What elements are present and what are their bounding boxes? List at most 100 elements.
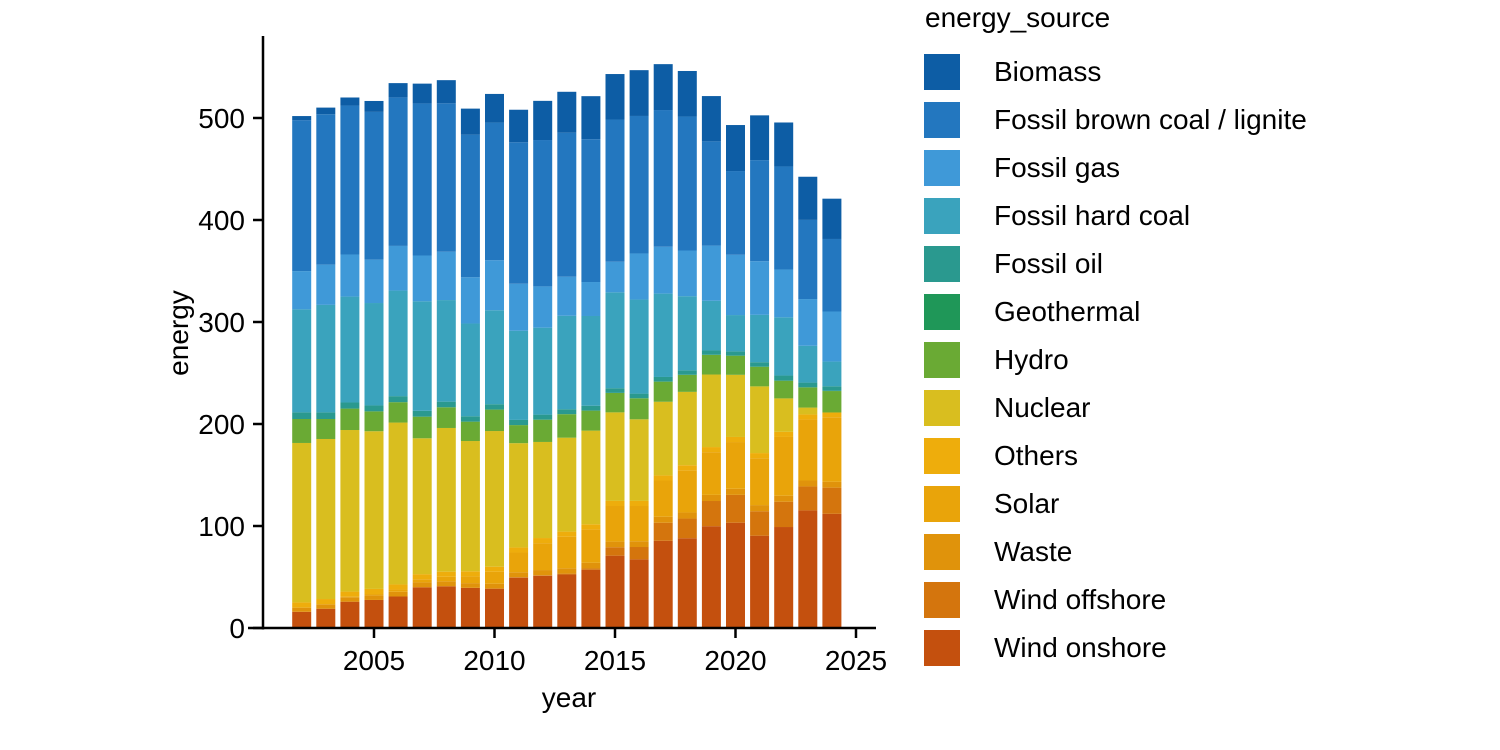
bar-segment-wind-offshore-2018 (677, 518, 697, 539)
bar-segment-others-2008 (436, 571, 456, 577)
bar-segment-wind-offshore-2020 (726, 494, 745, 523)
legend-swatch-geothermal (924, 294, 960, 330)
bar-segment-solar-2011 (509, 552, 529, 573)
bar-segment-others-2009 (460, 571, 480, 577)
bar-segment-fossil-brown-coal-lignite-2009 (460, 134, 480, 278)
bar-segment-nuclear-2018 (677, 391, 697, 466)
bar-segment-fossil-brown-coal-lignite-2023 (798, 219, 818, 300)
legend-swatch-wind-onshore (924, 630, 960, 666)
bar-segment-biomass-2009 (460, 108, 480, 135)
bar-segment-fossil-hard-coal-2009 (460, 323, 480, 417)
bar-segment-others-2003 (316, 599, 336, 605)
bar-segment-biomass-2011 (509, 109, 529, 143)
bar-segment-others-2015 (605, 500, 625, 507)
bar-segment-fossil-gas-2003 (316, 264, 336, 305)
bar-segment-fossil-gas-2019 (701, 245, 721, 301)
bar-segment-fossil-oil-2021 (750, 362, 770, 367)
bar-segment-biomass-2024 (822, 198, 842, 239)
bar-segment-others-2018 (677, 465, 697, 471)
bar-segment-fossil-gas-2017 (653, 246, 673, 294)
bar-segment-fossil-brown-coal-lignite-2017 (653, 110, 673, 247)
bar-segment-fossil-brown-coal-lignite-2015 (605, 119, 625, 262)
legend-swatch-nuclear (924, 390, 960, 426)
bar-segment-biomass-2021 (750, 115, 770, 161)
bar-segment-biomass-2015 (605, 74, 625, 120)
bar-segment-nuclear-2014 (581, 430, 601, 525)
legend-item-solar: Solar (924, 486, 1484, 522)
x-axis-ticks: 2005 2010 2015 2020 2025 (343, 629, 887, 676)
bar-segment-nuclear-2019 (701, 374, 721, 448)
legend-item-geothermal: Geothermal (924, 294, 1484, 330)
bar-segment-wind-onshore-2005 (364, 599, 384, 628)
bar-segment-others-2024 (822, 412, 842, 418)
bar-segment-wind-offshore-2011 (509, 577, 529, 578)
bar-segment-hydro-2014 (581, 410, 601, 431)
bar-segment-waste-2012 (533, 570, 553, 576)
bar-segment-fossil-gas-2016 (629, 253, 649, 300)
bar-segment-wind-onshore-2023 (798, 510, 818, 628)
bar-segment-waste-2017 (653, 516, 673, 523)
legend-item-label: Fossil gas (994, 152, 1121, 183)
x-tick-label: 2015 (584, 645, 646, 676)
bar-segment-wind-offshore-2014 (581, 568, 601, 570)
legend-item-wind-offshore: Wind offshore (924, 582, 1484, 618)
bar-segment-others-2004 (340, 591, 360, 597)
legend-swatch-fossil-brown-coal-lignite (924, 102, 960, 138)
bar-segment-fossil-hard-coal-2023 (798, 345, 818, 383)
x-axis-title: year (542, 682, 596, 713)
bar-segment-fossil-oil-2015 (605, 388, 625, 393)
y-tick-label: 0 (229, 613, 245, 644)
legend-item-label: Fossil hard coal (994, 200, 1191, 231)
legend-swatch-fossil-hard-coal (924, 198, 960, 234)
legend-item-label: Waste (994, 536, 1073, 567)
bar-segment-wind-onshore-2013 (557, 574, 577, 628)
y-axis-title: energy (163, 290, 194, 376)
bar-segment-fossil-gas-2004 (340, 254, 360, 297)
bar-segment-wind-onshore-2019 (701, 526, 721, 628)
bar-segment-fossil-gas-2024 (822, 311, 842, 362)
bar-segment-wind-onshore-2024 (822, 513, 842, 628)
bar-segment-waste-2019 (701, 494, 721, 502)
bar-segment-waste-2006 (388, 591, 408, 597)
bar-segment-hydro-2006 (388, 402, 408, 423)
bar-segment-nuclear-2011 (509, 443, 529, 548)
bar-segment-fossil-hard-coal-2020 (726, 315, 745, 352)
bar-segment-solar-2004 (340, 596, 360, 598)
bar-segment-hydro-2013 (557, 414, 577, 438)
legend-item-biomass: Biomass (924, 54, 1484, 90)
bar-segment-fossil-gas-2018 (677, 250, 697, 297)
bar-segment-waste-2013 (557, 568, 577, 574)
bar-segment-fossil-oil-2006 (388, 396, 408, 403)
bar-segment-fossil-brown-coal-lignite-2019 (701, 141, 721, 246)
bar-segment-wind-onshore-2018 (677, 538, 697, 628)
bar-segment-fossil-gas-2010 (485, 260, 504, 311)
bar-segment-hydro-2007 (412, 416, 432, 439)
legend-item-fossil-hard-coal: Fossil hard coal (924, 198, 1484, 234)
y-tick-label: 100 (198, 511, 245, 542)
bar-segment-hydro-2002 (292, 419, 312, 443)
bar-segment-fossil-hard-coal-2017 (653, 293, 673, 377)
bar-segment-others-2011 (509, 547, 529, 553)
legend-item-others: Others (924, 438, 1484, 474)
bar-segment-nuclear-2017 (653, 401, 673, 476)
bar-segment-waste-2014 (581, 562, 601, 569)
bar-segment-fossil-oil-2019 (701, 350, 721, 355)
bar-segment-solar-2006 (388, 589, 408, 592)
bar-segment-biomass-2018 (677, 70, 697, 117)
bar-segment-wind-onshore-2006 (388, 596, 408, 628)
bar-segment-solar-2008 (436, 576, 456, 582)
x-tick-label: 2020 (704, 645, 766, 676)
bar-segment-fossil-gas-2014 (581, 282, 601, 316)
bar-segment-solar-2014 (581, 529, 601, 563)
bar-segment-solar-2020 (726, 442, 745, 489)
bar-segment-nuclear-2013 (557, 437, 577, 532)
bar-segment-fossil-oil-2018 (677, 370, 697, 375)
bar-segment-hydro-2021 (750, 366, 770, 387)
bar-segment-fossil-oil-2022 (774, 375, 794, 381)
bar-segment-solar-2005 (364, 594, 384, 596)
bar-segment-hydro-2009 (460, 421, 480, 442)
bar-segment-fossil-brown-coal-lignite-2021 (750, 160, 770, 262)
bar-segment-hydro-2023 (798, 387, 818, 408)
legend-item-label: Wind onshore (994, 632, 1167, 663)
bar-segment-fossil-brown-coal-lignite-2007 (412, 103, 432, 256)
